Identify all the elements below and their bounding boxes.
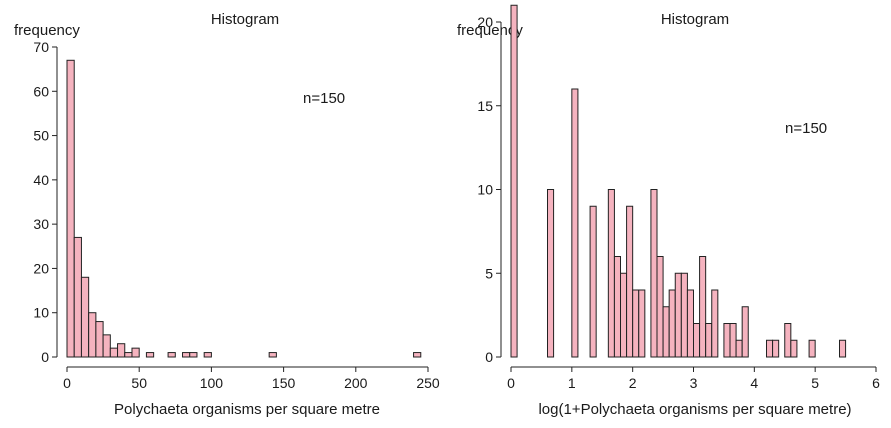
histogram-bar (741, 306, 749, 358)
histogram-bar (413, 352, 422, 358)
y-tick-label: 20 (477, 14, 493, 30)
y-axis-label: frequency (14, 22, 80, 39)
bars-group (510, 4, 847, 358)
y-tick-label: 0 (41, 349, 49, 365)
x-tick-label: 6 (872, 375, 880, 391)
histogram-bar (626, 205, 634, 358)
histogram-left-chart: Histogram frequency n=150 Polychaeta org… (14, 11, 440, 418)
histogram-bar (729, 323, 737, 358)
x-tick-label: 3 (690, 375, 698, 391)
histogram-bar (613, 256, 622, 358)
histogram-bar (189, 352, 198, 358)
histogram-bar (723, 323, 731, 358)
sample-size-annotation: n=150 (785, 120, 827, 137)
histogram-bar (167, 352, 176, 358)
y-tick-label: 50 (33, 128, 49, 144)
x-tick-label: 0 (63, 375, 71, 391)
histogram-bar (656, 256, 664, 358)
histogram-bar (109, 347, 119, 358)
histogram-bar (620, 272, 628, 358)
histogram-bar (693, 323, 701, 358)
histogram-bar (102, 334, 111, 358)
x-tick-label: 5 (811, 375, 819, 391)
histogram-bar (88, 312, 97, 358)
y-tick-label: 10 (477, 182, 493, 198)
axes-group: 0 5 10 15 20 0 1 2 3 4 5 6 (477, 14, 880, 391)
sample-size-annotation: n=150 (303, 90, 345, 107)
histogram-bar (686, 289, 695, 358)
histogram-bar (705, 323, 713, 358)
y-tick-label: 15 (477, 98, 493, 114)
histogram-bar (632, 289, 640, 358)
histogram-bar (547, 189, 555, 358)
histogram-bar (131, 347, 140, 358)
histogram-bar (607, 189, 615, 358)
histogram-bar (73, 236, 82, 358)
x-tick-label: 250 (416, 375, 440, 391)
histogram-bar (95, 321, 104, 358)
y-tick-label: 5 (485, 265, 493, 281)
y-axis-label: frequency (457, 22, 523, 39)
x-tick-label: 2 (629, 375, 637, 391)
histogram-right-chart: Histogram frequency n=150 log(1+Polychae… (457, 4, 880, 418)
histogram-bar (766, 339, 774, 358)
x-axis-label: log(1+Polychaeta organisms per square me… (538, 401, 851, 418)
x-axis-label: Polychaeta organisms per square metre (114, 401, 380, 418)
histogram-bar (145, 352, 155, 358)
y-tick-label: 70 (33, 39, 49, 55)
x-tick-label: 1 (568, 375, 576, 391)
histogram-bar (808, 339, 816, 358)
y-tick-label: 30 (33, 216, 49, 232)
y-tick-label: 10 (33, 305, 49, 321)
histogram-bar (668, 289, 676, 358)
histogram-bar (839, 339, 847, 358)
y-tick-label: 40 (33, 172, 49, 188)
histogram-bar (510, 4, 518, 358)
histogram-bar (699, 256, 707, 358)
histogram-bar (589, 205, 597, 358)
histogram-bar (790, 339, 798, 358)
histogram-bar (711, 289, 719, 358)
x-tick-label: 150 (272, 375, 296, 391)
chart-title: Histogram (211, 11, 279, 28)
histogram-bar (182, 352, 191, 358)
bars-group (66, 59, 422, 358)
histogram-bar (571, 88, 579, 358)
histogram-bar (117, 343, 126, 358)
histogram-bar (662, 306, 670, 358)
x-tick-label: 200 (344, 375, 368, 391)
x-tick-label: 50 (131, 375, 147, 391)
histogram-bar (80, 276, 90, 358)
histogram-bar (268, 352, 277, 358)
histogram-bar (638, 289, 646, 358)
y-tick-label: 60 (33, 83, 49, 99)
histogram-bar (772, 339, 780, 358)
axes-group: 0 10 20 30 40 50 60 70 0 50 100 150 200 250 (33, 39, 439, 391)
x-tick-label: 4 (750, 375, 758, 391)
histogram-right-panel: Histogram frequency n=150 log(1+Polychae… (445, 0, 891, 423)
histogram-bar (674, 272, 682, 358)
histogram-left-panel: Histogram frequency n=150 Polychaeta org… (0, 0, 445, 423)
histogram-bar (650, 189, 658, 358)
histogram-bar (735, 339, 743, 358)
histogram-bar (66, 59, 75, 358)
histogram-bar (124, 352, 133, 358)
x-tick-label: 100 (200, 375, 224, 391)
y-tick-label: 0 (485, 349, 493, 365)
histogram-bar (784, 323, 792, 358)
x-tick-label: 0 (507, 375, 515, 391)
y-tick-label: 20 (33, 260, 49, 276)
histogram-bar (680, 272, 688, 358)
chart-title: Histogram (661, 11, 729, 28)
histogram-bar (203, 352, 212, 358)
